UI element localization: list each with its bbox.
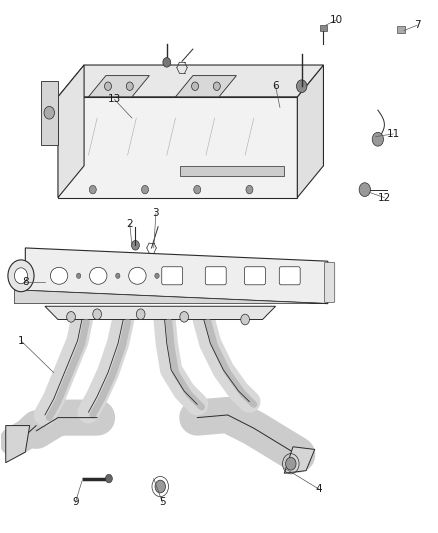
Polygon shape bbox=[176, 76, 237, 97]
Polygon shape bbox=[25, 248, 328, 304]
Polygon shape bbox=[45, 306, 276, 319]
Circle shape bbox=[141, 185, 148, 194]
Text: 12: 12 bbox=[378, 192, 391, 203]
Circle shape bbox=[246, 185, 253, 194]
Circle shape bbox=[131, 240, 139, 250]
Text: 10: 10 bbox=[330, 15, 343, 25]
Circle shape bbox=[155, 273, 159, 278]
FancyBboxPatch shape bbox=[162, 266, 183, 285]
Circle shape bbox=[8, 260, 34, 292]
Polygon shape bbox=[41, 81, 58, 144]
Circle shape bbox=[93, 309, 102, 319]
Circle shape bbox=[297, 80, 307, 93]
Circle shape bbox=[372, 132, 384, 146]
FancyBboxPatch shape bbox=[205, 266, 226, 285]
Text: 6: 6 bbox=[272, 81, 279, 91]
Polygon shape bbox=[297, 65, 323, 198]
Bar bbox=[397, 26, 405, 33]
Polygon shape bbox=[6, 425, 30, 463]
Circle shape bbox=[105, 82, 112, 91]
Circle shape bbox=[67, 312, 75, 322]
Circle shape bbox=[241, 314, 250, 325]
Text: 2: 2 bbox=[127, 219, 133, 229]
Ellipse shape bbox=[129, 267, 146, 284]
Text: 9: 9 bbox=[72, 497, 79, 507]
Polygon shape bbox=[284, 447, 315, 473]
Text: 3: 3 bbox=[152, 208, 159, 219]
Text: 4: 4 bbox=[316, 484, 322, 494]
Circle shape bbox=[286, 457, 296, 470]
Circle shape bbox=[77, 273, 81, 278]
Ellipse shape bbox=[50, 267, 68, 284]
Circle shape bbox=[89, 185, 96, 194]
Text: 8: 8 bbox=[22, 277, 28, 287]
Polygon shape bbox=[180, 166, 284, 176]
Text: 5: 5 bbox=[159, 497, 166, 507]
Polygon shape bbox=[58, 65, 84, 198]
Text: 13: 13 bbox=[108, 94, 121, 104]
Text: 11: 11 bbox=[386, 129, 400, 139]
Bar bbox=[320, 25, 327, 30]
FancyBboxPatch shape bbox=[244, 266, 265, 285]
Text: 1: 1 bbox=[18, 336, 24, 346]
Circle shape bbox=[14, 268, 28, 284]
Circle shape bbox=[359, 183, 371, 197]
Circle shape bbox=[194, 185, 201, 194]
Circle shape bbox=[116, 273, 120, 278]
Circle shape bbox=[180, 312, 188, 322]
Text: 7: 7 bbox=[414, 20, 420, 30]
Polygon shape bbox=[14, 290, 328, 304]
FancyBboxPatch shape bbox=[279, 266, 300, 285]
Circle shape bbox=[44, 107, 54, 119]
Circle shape bbox=[126, 82, 133, 91]
Polygon shape bbox=[58, 97, 297, 198]
Ellipse shape bbox=[89, 267, 107, 284]
Polygon shape bbox=[58, 65, 323, 97]
Polygon shape bbox=[88, 76, 149, 97]
Circle shape bbox=[213, 82, 220, 91]
Circle shape bbox=[191, 82, 198, 91]
Circle shape bbox=[155, 480, 166, 493]
Circle shape bbox=[136, 309, 145, 319]
FancyBboxPatch shape bbox=[324, 262, 335, 303]
Circle shape bbox=[106, 474, 113, 483]
Circle shape bbox=[163, 58, 171, 67]
